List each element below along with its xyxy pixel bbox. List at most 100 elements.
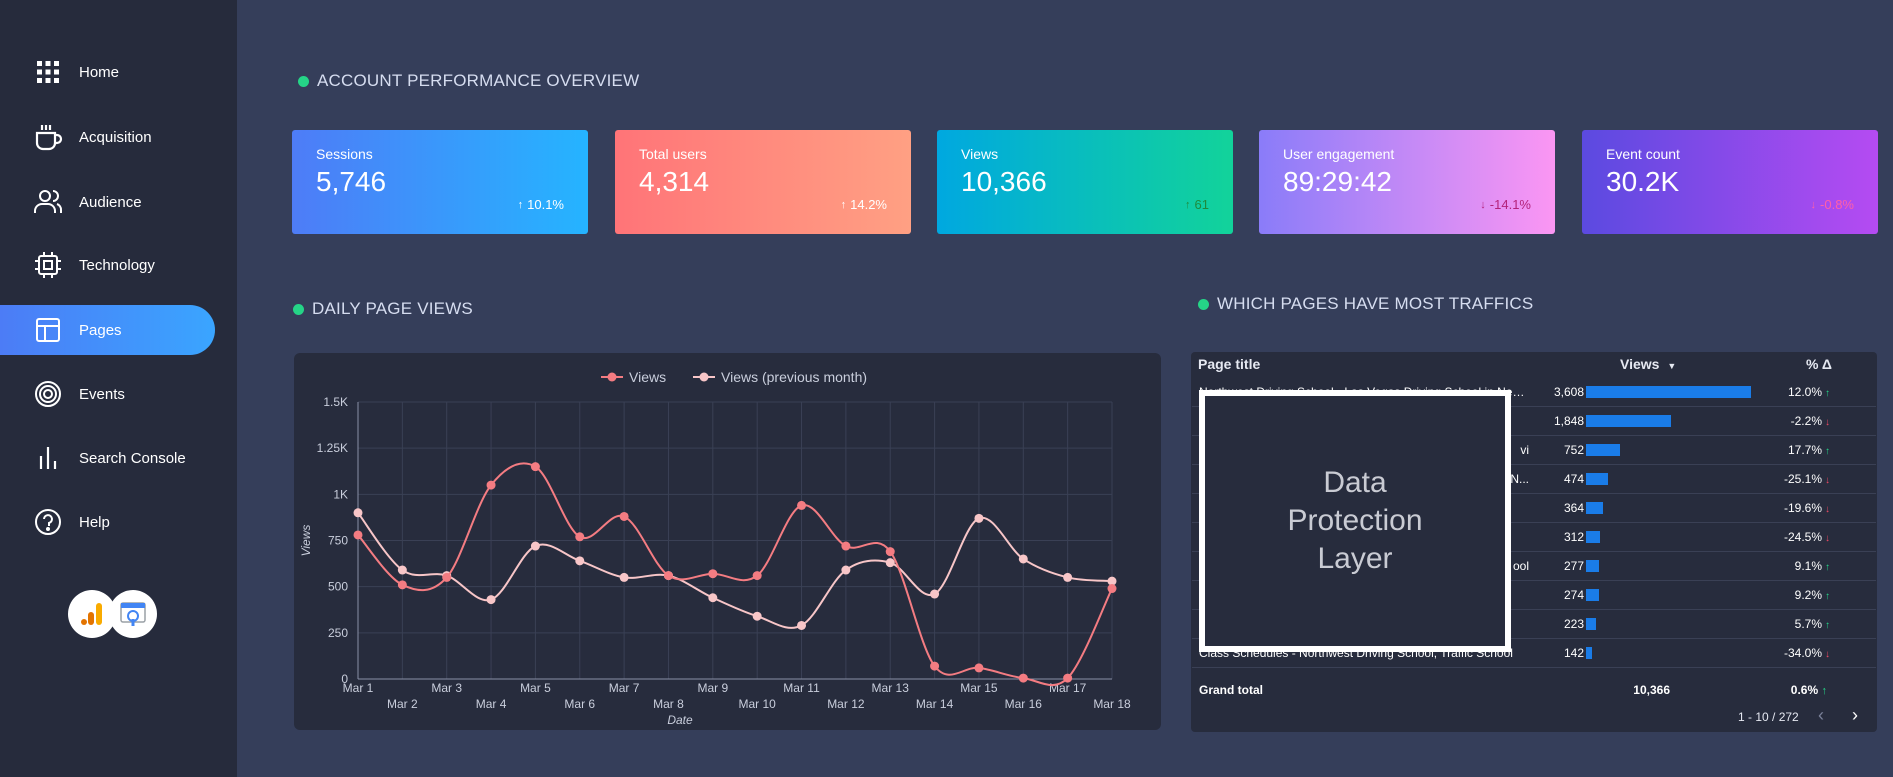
grand-total-label: Grand total (1199, 683, 1264, 697)
table-row[interactable]: 1,848 -2.2% ↓ (1192, 407, 1876, 436)
table-row[interactable]: ool 277 9.1% ↑ (1192, 552, 1876, 581)
data-point-0 (486, 480, 496, 490)
delta-cell: -2.2% ↓ (1760, 414, 1830, 428)
x-axis-title: Date (667, 713, 693, 727)
views-bar (1586, 560, 1599, 572)
table-row[interactable]: 223 5.7% ↑ (1192, 610, 1876, 639)
series-line-0 (357, 462, 1113, 687)
data-point-0 (1107, 584, 1117, 594)
next-page-button[interactable]: › (1852, 705, 1858, 725)
views-bar (1586, 647, 1593, 659)
x-tick-label: Mar 7 (609, 681, 640, 695)
col-views[interactable]: Views ▼ (1620, 356, 1676, 372)
views-cell: 277 (1563, 559, 1584, 573)
kpi-card-views[interactable]: Views 10,366 ↑ 61 (937, 130, 1233, 234)
views-cell: 223 (1563, 617, 1584, 631)
sidebar-item-events[interactable]: Events (0, 369, 215, 419)
kpi-delta-value: -0.8% (1820, 197, 1854, 212)
data-point-1 (1107, 576, 1117, 586)
delta-cell: 5.7% ↑ (1760, 617, 1830, 631)
table-row[interactable]: 364 -19.6% ↓ (1192, 494, 1876, 523)
arrow-up-icon: ↑ (517, 198, 524, 211)
y-tick-label: 750 (328, 534, 348, 548)
daily-title-text: DAILY PAGE VIEWS (312, 299, 473, 318)
kpi-label: User engagement (1283, 146, 1395, 162)
logos (68, 588, 168, 640)
sidebar-item-help[interactable]: Help (0, 497, 215, 547)
sidebar-item-home[interactable]: Home (0, 47, 215, 97)
views-bar (1586, 415, 1671, 427)
data-point-0 (442, 572, 452, 582)
views-cell: 274 (1563, 588, 1584, 602)
data-point-1 (486, 595, 496, 605)
data-point-0 (575, 532, 585, 542)
sidebar-item-label: Events (79, 385, 125, 403)
kpi-delta-value: 14.2% (850, 197, 887, 212)
status-dot (298, 75, 309, 87)
kpi-card-sessions[interactable]: Sessions 5,746 ↑ 10.1% (292, 130, 588, 234)
data-point-0 (1063, 673, 1073, 683)
table-row[interactable]: N... 474 -25.1% ↓ (1192, 465, 1876, 494)
grand-total-views: 10,366 (1633, 683, 1670, 697)
data-point-1 (974, 513, 984, 523)
sidebar-item-label: Pages (79, 321, 122, 339)
x-tick-label: Mar 5 (520, 681, 551, 695)
sidebar-item-technology[interactable]: Technology (0, 240, 215, 290)
col-page-title[interactable]: Page title (1198, 356, 1261, 372)
table-row[interactable]: Northwest Driving School - Las Vegas Dri… (1192, 378, 1876, 407)
data-point-0 (885, 547, 895, 557)
sidebar-item-acquisition[interactable]: Acquisition (0, 112, 215, 162)
data-point-0 (708, 569, 718, 579)
table-row[interactable]: Class Schedules - Northwest Driving Scho… (1192, 639, 1876, 668)
kpi-card-total-users[interactable]: Total users 4,314 ↑ 14.2% (615, 130, 911, 234)
kpi-card-user-engagement[interactable]: User engagement 89:29:42 ↓ -14.1% (1259, 130, 1555, 234)
delta-value: 9.2% (1794, 588, 1822, 602)
data-point-0 (797, 500, 807, 510)
arrow-down-icon: ↓ (1825, 504, 1830, 515)
arrow-down-icon: ↓ (1480, 198, 1486, 211)
delta-value: -25.1% (1783, 472, 1822, 486)
x-tick-label: Mar 10 (738, 697, 776, 711)
sidebar-item-label: Audience (79, 193, 142, 211)
arrow-up-icon: ↑ (1821, 685, 1828, 697)
kpi-card-event-count[interactable]: Event count 30.2K ↓ -0.8% (1582, 130, 1878, 234)
views-cell: 3,608 (1553, 385, 1584, 399)
y-tick-label: 500 (328, 580, 348, 594)
x-tick-label: Mar 12 (827, 697, 865, 711)
views-cell: 474 (1563, 472, 1584, 486)
x-tick-label: Mar 8 (653, 697, 684, 711)
kpi-delta: ↑ 61 (1185, 197, 1209, 212)
daily-page-views-chart[interactable]: 0 250 500 750 1K 1.25K 1.5K Mar 1 Mar 2 Mar 3 Mar … (294, 353, 1161, 730)
prev-page-button[interactable]: ‹ (1818, 705, 1824, 725)
delta-value: 9.1% (1794, 559, 1822, 573)
col-delta[interactable]: % Δ (1806, 356, 1832, 372)
arrow-up-icon: ↑ (1825, 620, 1830, 631)
daily-title: DAILY PAGE VIEWS (293, 299, 473, 319)
table-row[interactable]: 274 9.2% ↑ (1192, 581, 1876, 610)
coffee-cup-icon (33, 122, 63, 152)
pagination-label: 1 - 10 / 272 (1738, 710, 1799, 724)
kpi-delta-value: -14.1% (1489, 197, 1531, 212)
delta-value: 5.7% (1794, 617, 1822, 631)
data-point-1 (575, 556, 585, 566)
data-point-0 (353, 530, 363, 540)
search-console-logo (109, 590, 157, 638)
table-row[interactable]: 312 -24.5% ↓ (1192, 523, 1876, 552)
delta-value: 12.0% (1787, 385, 1822, 399)
data-point-0 (930, 661, 940, 671)
data-point-0 (663, 571, 673, 581)
daily-chart-panel: 0 250 500 750 1K 1.25K 1.5K Mar 1 Mar 2 Mar 3 Mar … (294, 353, 1161, 730)
sidebar-item-audience[interactable]: Audience (0, 177, 215, 227)
sort-down-icon: ▼ (1667, 361, 1677, 371)
arrow-down-icon: ↓ (1825, 417, 1830, 428)
sidebar-item-pages[interactable]: Pages (0, 305, 215, 355)
delta-value: -34.0% (1783, 646, 1822, 660)
views-bar (1586, 589, 1599, 601)
data-point-1 (708, 593, 718, 603)
delta-cell: -25.1% ↓ (1760, 472, 1830, 486)
x-tick-label: Mar 13 (872, 681, 910, 695)
sidebar-item-label: Home (79, 63, 120, 81)
sidebar-item-search-console[interactable]: Search Console (0, 433, 215, 483)
views-bar (1586, 444, 1621, 456)
table-row[interactable]: vi 752 17.7% ↑ (1192, 436, 1876, 465)
